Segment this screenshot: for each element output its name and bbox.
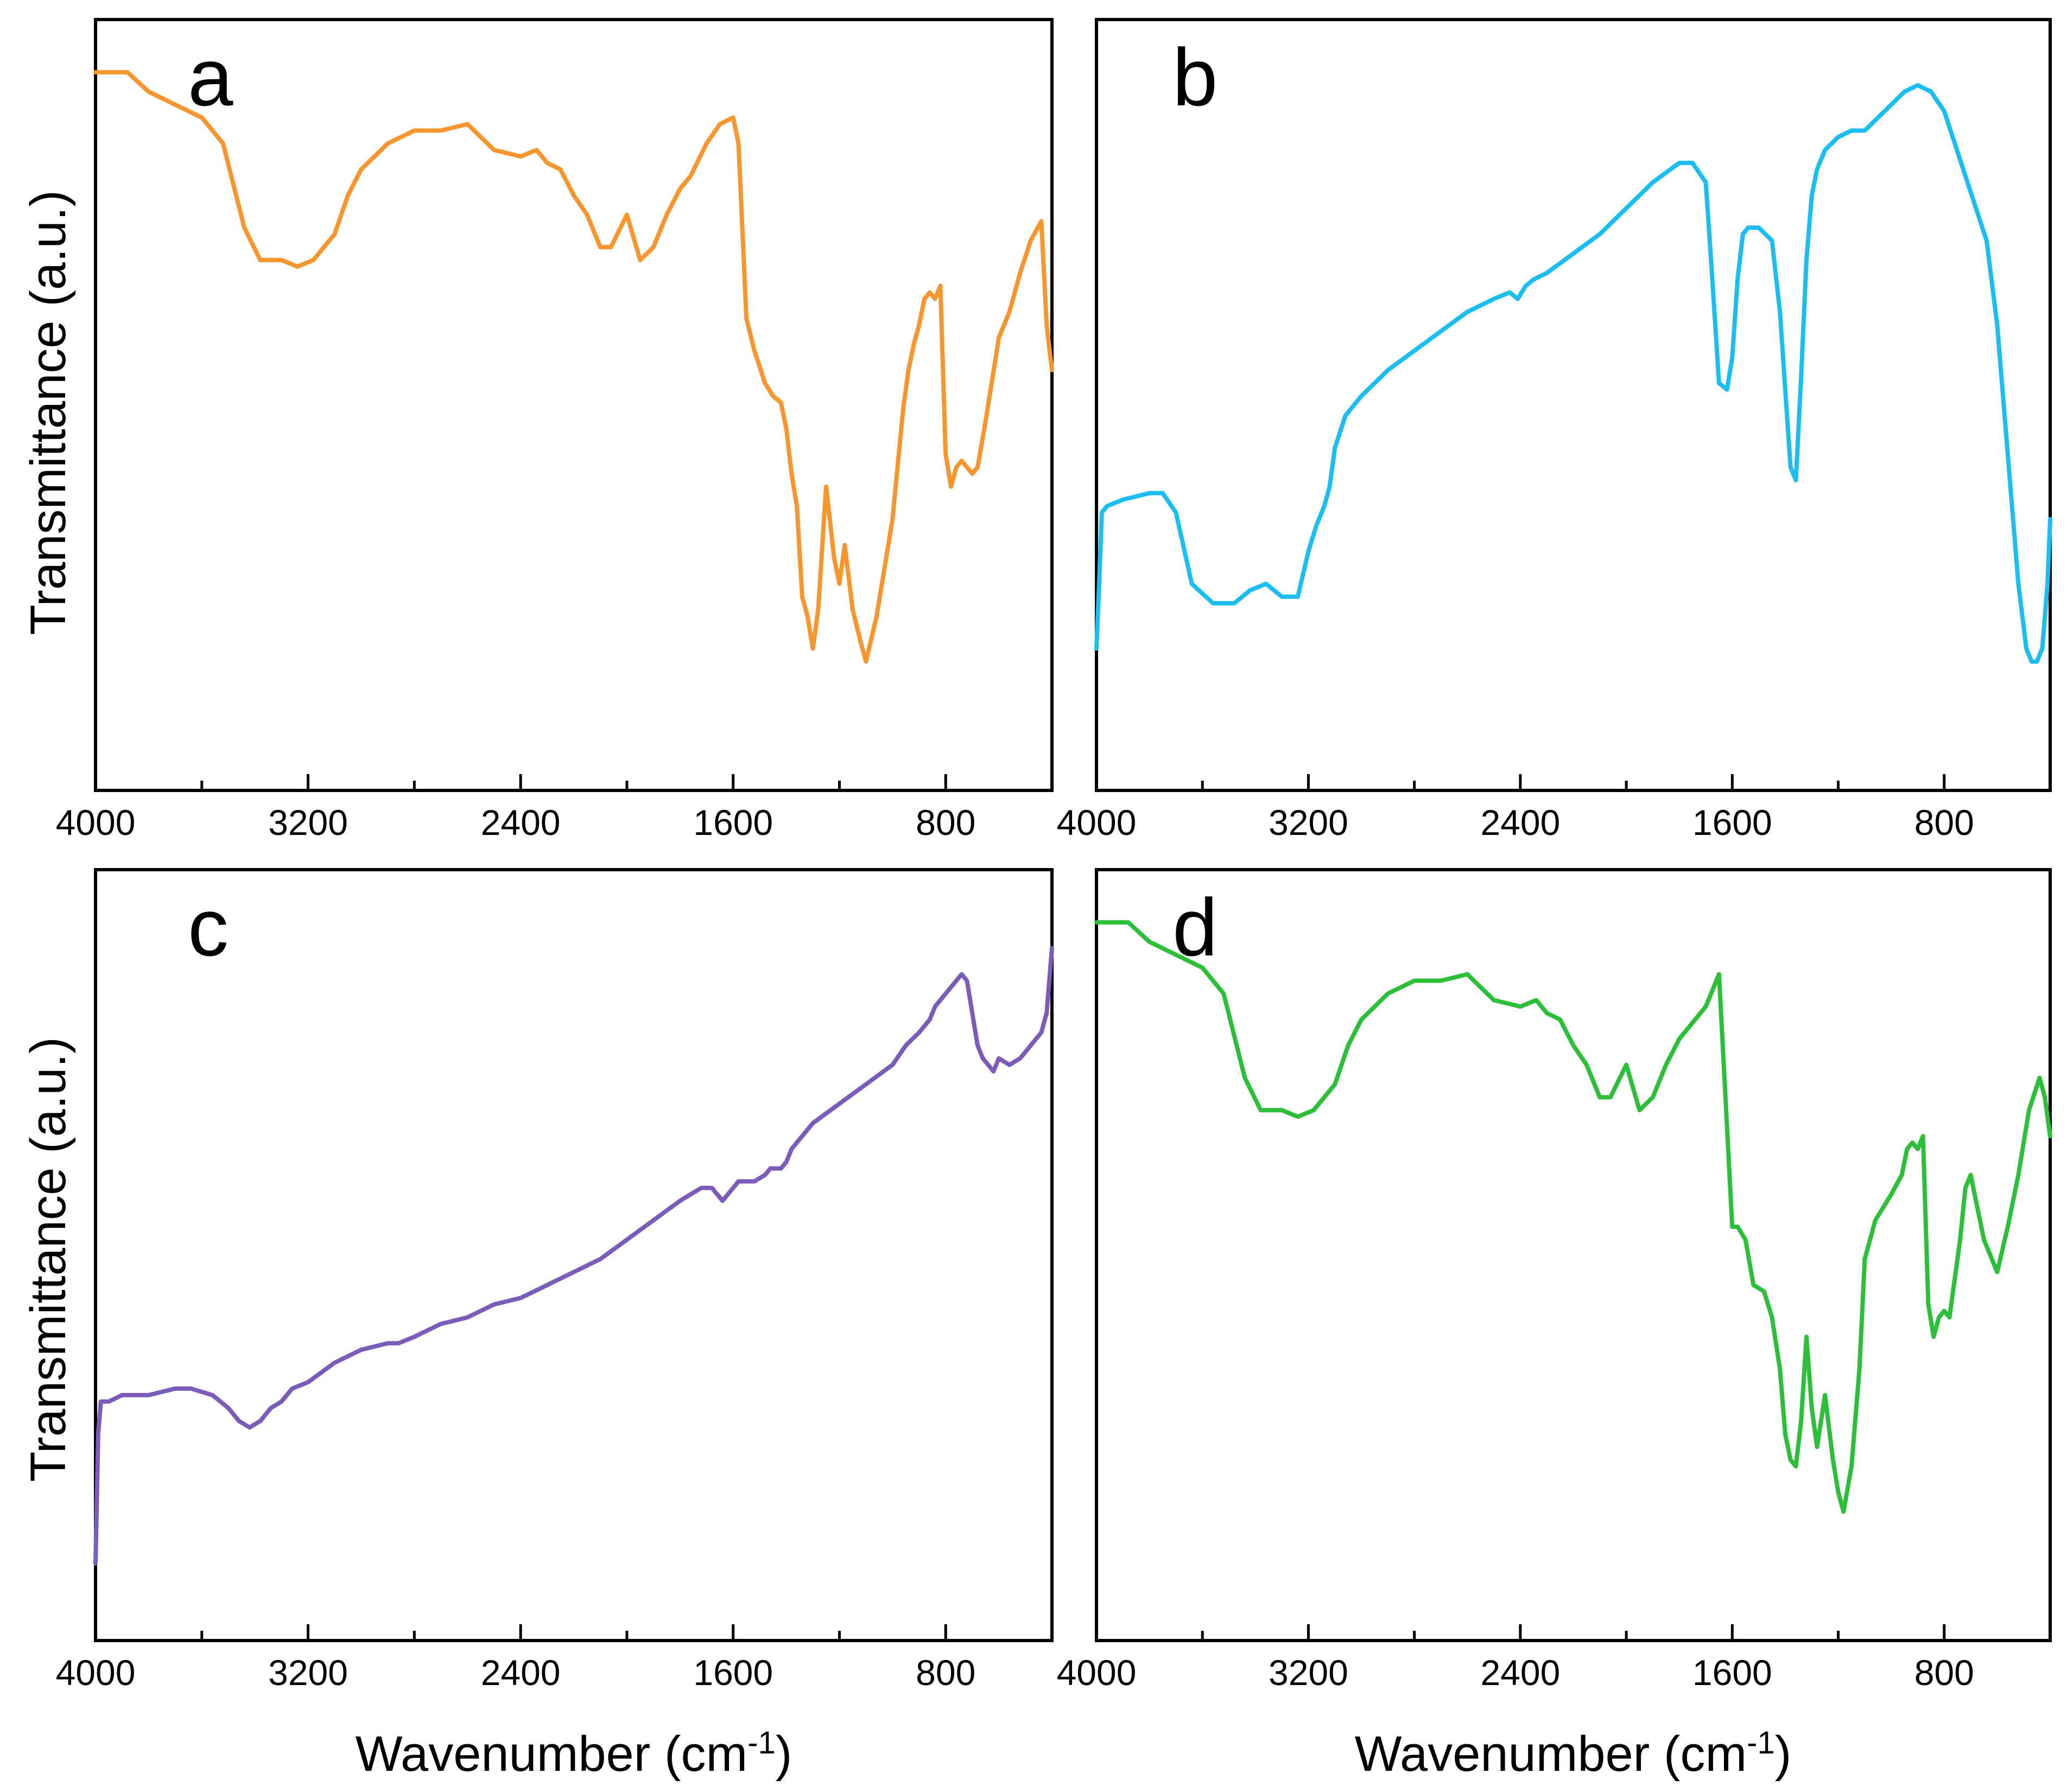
panel-d-series-line bbox=[1094, 920, 2052, 1514]
panel-c-ticks: 4000 3200 2400 1600 800 bbox=[56, 1624, 1054, 1693]
panel-c-label: c bbox=[188, 882, 229, 973]
x-tick-label: 3200 bbox=[1269, 1652, 1348, 1693]
x-tick-label: 1600 bbox=[1692, 802, 1772, 843]
x-tick-label: 3200 bbox=[268, 1652, 348, 1693]
x-tick-label: 800 bbox=[916, 1652, 975, 1693]
x-tick-label: 800 bbox=[1914, 802, 1974, 843]
x-axis-label-left: Wavenumber (cm-1) bbox=[356, 1725, 792, 1782]
panel-b-ticks: 4000 3200 2400 1600 800 bbox=[1057, 774, 2052, 843]
panel-d-label: d bbox=[1172, 882, 1218, 973]
x-tick-label: 2400 bbox=[481, 1652, 561, 1693]
panel-a-series-line bbox=[93, 70, 1054, 664]
panel-d-frame bbox=[1095, 868, 2052, 1642]
panel-b-series-line bbox=[1094, 83, 2052, 664]
x-axis-label-right-main: Wavenumber (cm bbox=[1355, 1726, 1747, 1782]
x-axis-label-left-sup: -1 bbox=[747, 1725, 776, 1761]
panel-b-label: b bbox=[1172, 31, 1218, 123]
x-axis-label-left-close: ) bbox=[776, 1726, 792, 1782]
x-tick-label: 3200 bbox=[1269, 802, 1348, 843]
x-axis-label-right-sup: -1 bbox=[1747, 1725, 1775, 1761]
y-axis-label-bottom: Transmittance (a.u.) bbox=[21, 1037, 76, 1482]
x-tick-label: 3200 bbox=[268, 802, 348, 843]
x-tick-label: 4000 bbox=[1057, 1652, 1137, 1693]
x-tick-label: 1600 bbox=[693, 1652, 773, 1693]
panel-d: 4000 3200 2400 1600 800 d bbox=[1057, 868, 2052, 1693]
panel-a: 4000 3200 2400 1600 800 a bbox=[56, 18, 1054, 843]
x-tick-label: 2400 bbox=[1480, 802, 1560, 843]
x-tick-label: 4000 bbox=[1057, 802, 1137, 843]
x-tick-label: 2400 bbox=[1480, 1652, 1560, 1693]
x-tick-label: 1600 bbox=[693, 802, 773, 843]
panel-c: 4000 3200 2400 1600 800 c bbox=[56, 868, 1054, 1693]
x-axis-label-right: Wavenumber (cm-1) bbox=[1355, 1725, 1792, 1782]
x-axis-label-left-main: Wavenumber (cm bbox=[356, 1726, 748, 1782]
panel-c-series-line bbox=[93, 946, 1054, 1566]
x-tick-label: 800 bbox=[1914, 1652, 1974, 1693]
x-tick-label: 1600 bbox=[1692, 1652, 1772, 1693]
panel-a-frame bbox=[94, 18, 1054, 792]
panel-a-ticks: 4000 3200 2400 1600 800 bbox=[56, 774, 1054, 843]
x-tick-label: 4000 bbox=[56, 802, 136, 843]
panel-d-ticks: 4000 3200 2400 1600 800 bbox=[1057, 1624, 2052, 1693]
x-tick-label: 2400 bbox=[481, 802, 561, 843]
x-axis-label-right-close: ) bbox=[1775, 1726, 1792, 1782]
panel-a-label: a bbox=[188, 31, 233, 123]
x-tick-label: 4000 bbox=[56, 1652, 136, 1693]
panel-b: 4000 3200 2400 1600 800 b bbox=[1057, 18, 2052, 843]
panel-b-frame bbox=[1095, 18, 2052, 792]
x-tick-label: 800 bbox=[916, 802, 975, 843]
panel-c-frame bbox=[94, 868, 1054, 1642]
y-axis-label-top: Transmittance (a.u.) bbox=[21, 190, 76, 635]
